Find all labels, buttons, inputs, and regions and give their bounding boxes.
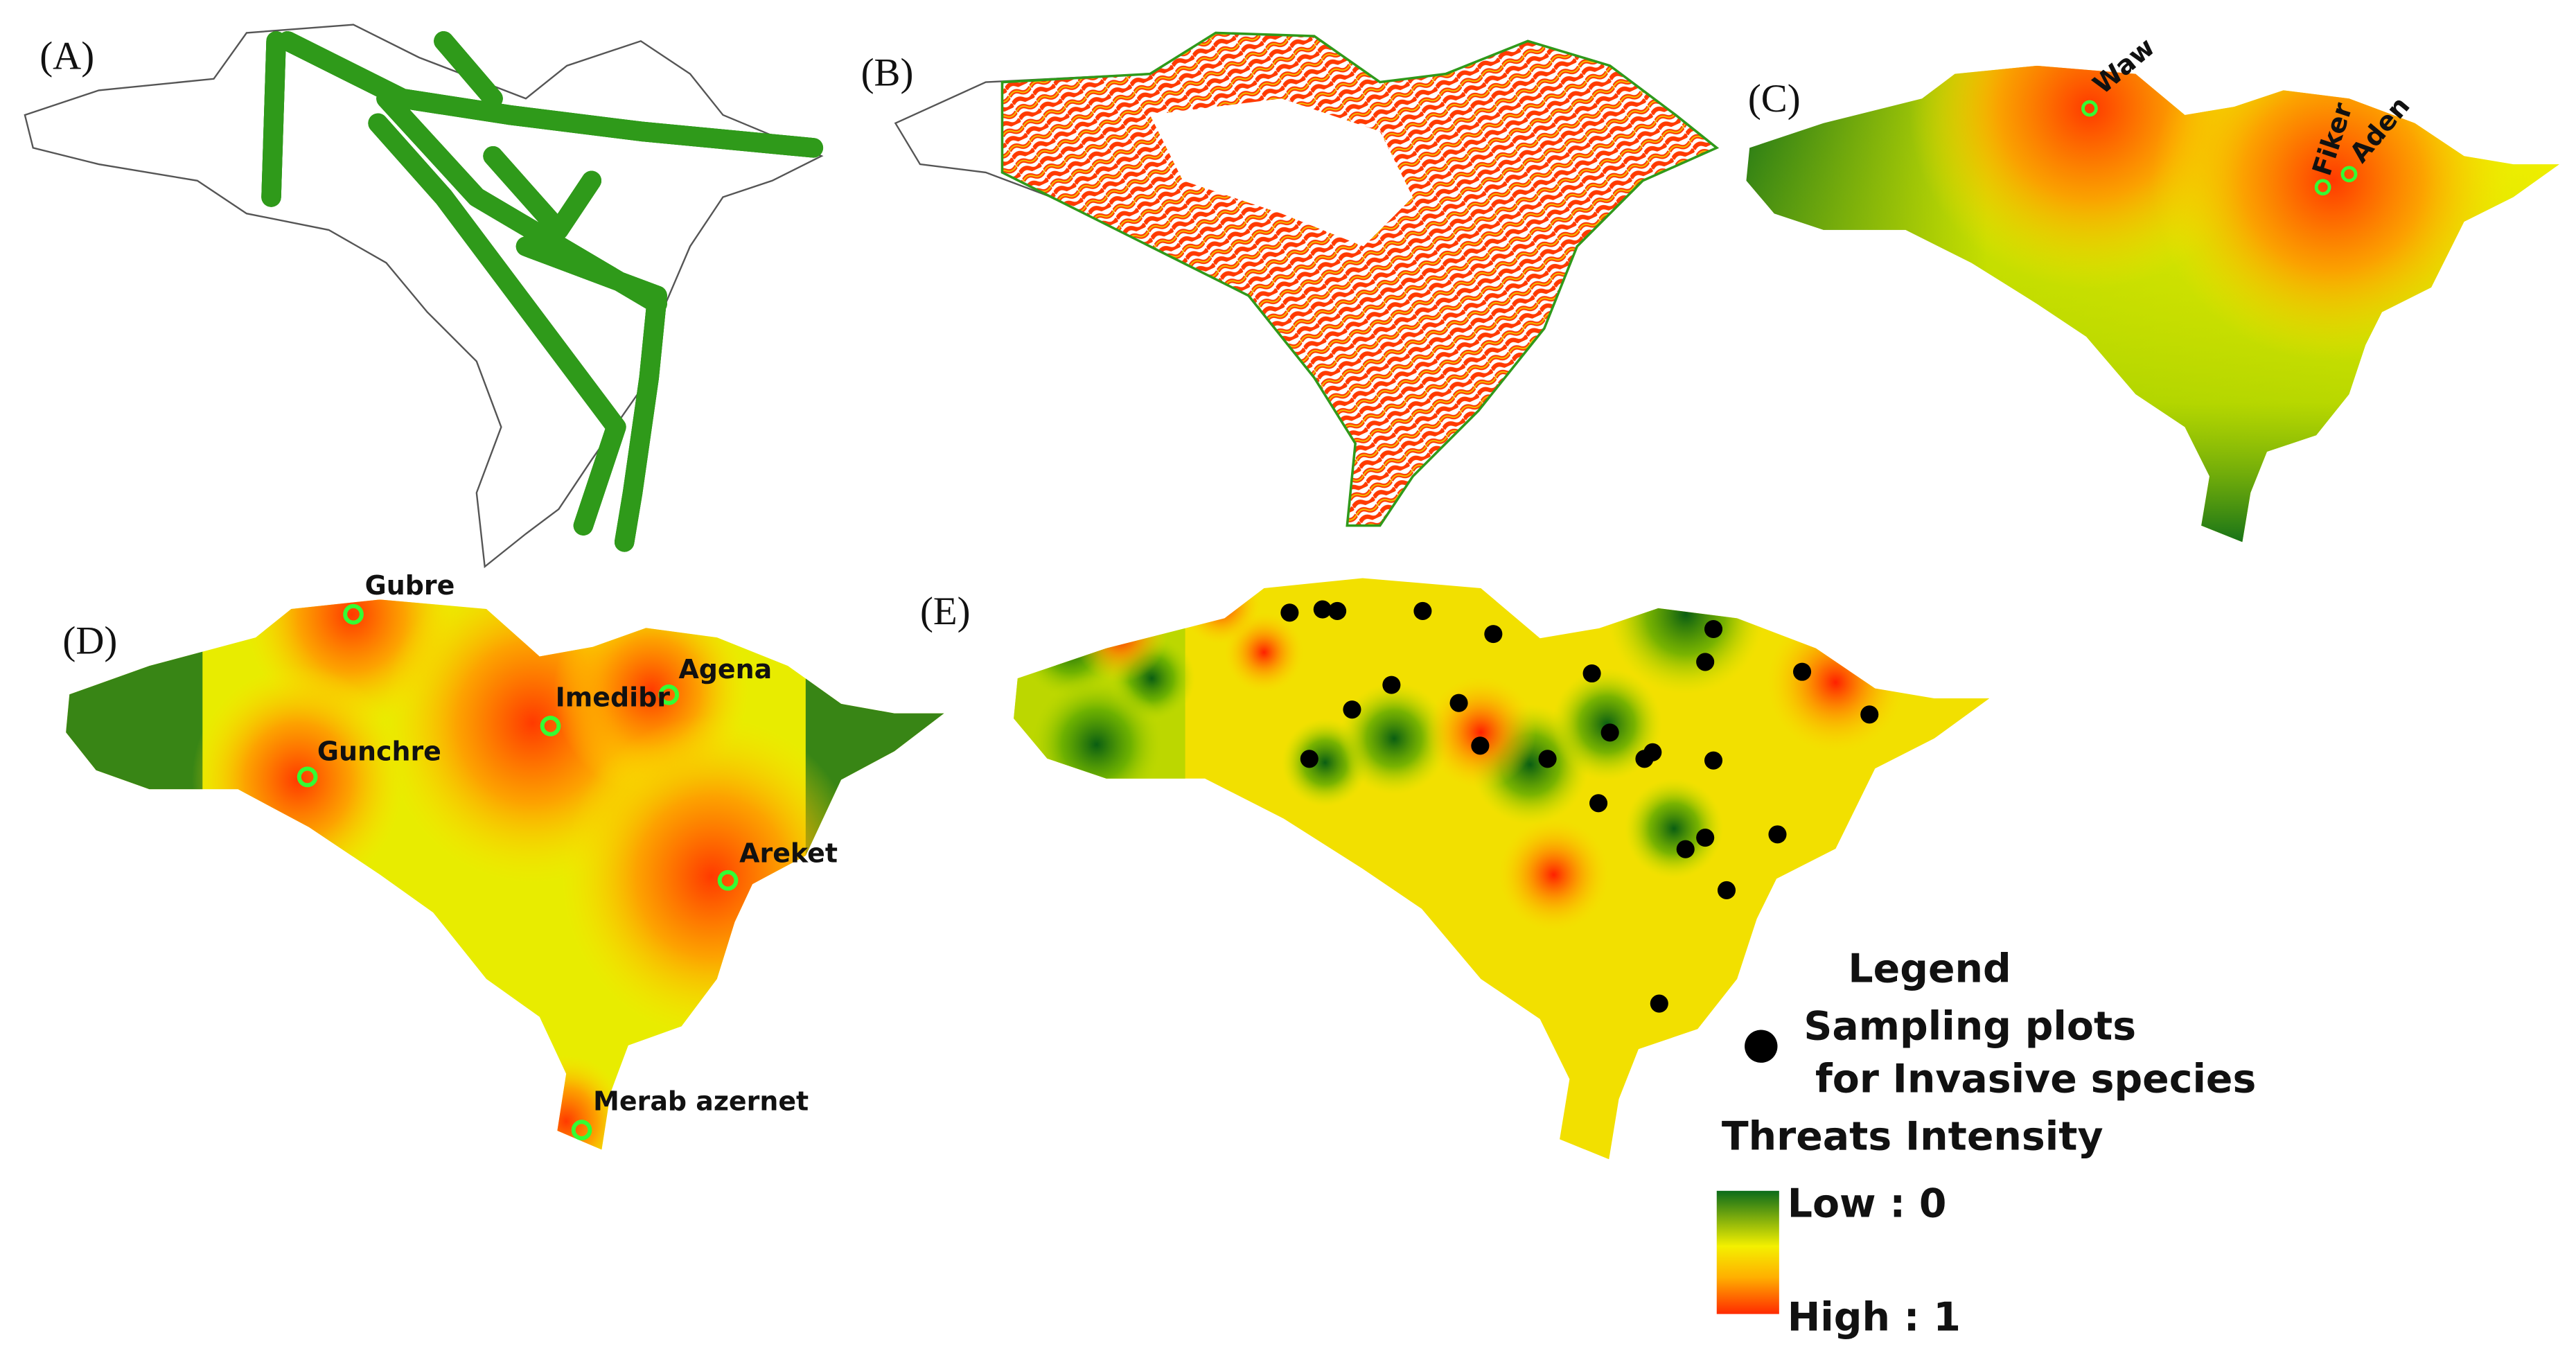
- legend: Legend Sampling plots for Invasive speci…: [1716, 946, 2256, 1340]
- panel-label: (A): [39, 35, 94, 78]
- ramp-label: Low : 0: [1788, 1181, 1947, 1227]
- sampling-plot: [1696, 829, 1715, 847]
- sampling-plot: [1717, 881, 1736, 899]
- site-marker: [2340, 166, 2358, 183]
- site-marker: [717, 869, 739, 891]
- panel-a: [24, 24, 824, 569]
- place-label: Agena: [678, 654, 772, 685]
- site-marker: [2314, 179, 2331, 196]
- sampling-plot: [1650, 994, 1668, 1013]
- sampling-plot: [1704, 619, 1723, 639]
- intensity-spot: [1339, 682, 1449, 795]
- intensity-spot: [1181, 578, 1260, 644]
- legend-item: Sampling plots: [1803, 1004, 2136, 1050]
- blank-area: [1149, 98, 1413, 247]
- sampling-plot: [1471, 736, 1490, 755]
- sampling-plot: [1280, 603, 1299, 622]
- site-marker: [343, 603, 364, 625]
- sampling-plot: [1449, 694, 1468, 712]
- sampling-plot: [1600, 723, 1619, 742]
- place-label: Imedibr: [556, 682, 671, 712]
- panel-label: (B): [861, 51, 914, 94]
- sampling-plot: [1793, 662, 1812, 681]
- intensity-spot: [1425, 676, 1536, 789]
- sampling-plot: [1538, 750, 1557, 768]
- legend-title: Legend: [1848, 946, 2011, 992]
- sampling-plot: [1484, 625, 1503, 644]
- sampling-plot: [1643, 743, 1662, 761]
- sampling-plot: [1768, 825, 1787, 844]
- river-network: [1000, 31, 1720, 527]
- place-label: Gubre: [365, 570, 455, 601]
- sampling-plot: [1382, 675, 1401, 694]
- sampling-plot: [1413, 601, 1432, 620]
- site-marker: [2081, 100, 2098, 117]
- legend-item: for Invasive species: [1815, 1057, 2256, 1102]
- place-label: Gunchre: [317, 736, 441, 767]
- sampling-plot: [1313, 600, 1332, 619]
- place-label: Areket: [739, 838, 838, 869]
- intensity-spot: [1073, 586, 1167, 682]
- intensity-spot: [1498, 818, 1609, 931]
- sampling-plot: [1582, 664, 1601, 683]
- place-label: Merab azernet: [593, 1086, 809, 1117]
- panel-label: (C): [1748, 77, 1801, 121]
- sampling-plot: [1860, 705, 1879, 724]
- sampling-plot: [1676, 840, 1695, 858]
- intensity-spot: [1027, 674, 1166, 815]
- legend-subtitle: Threats Intensity: [1722, 1114, 2103, 1160]
- legend-symbol: [1745, 1030, 1778, 1063]
- sampling-plot: [1343, 700, 1361, 719]
- panel-b: [894, 31, 1720, 527]
- site-marker: [297, 766, 318, 788]
- intensity-spot: [1625, 778, 1724, 879]
- panel-label: (D): [62, 619, 117, 663]
- panel-d-labels: Gubre Imedibr Agena Gunchre Areket Merab…: [297, 570, 838, 1140]
- sampling-plot: [1589, 794, 1608, 813]
- color-ramp: [1716, 1190, 1779, 1314]
- sampling-plot: [1696, 653, 1715, 671]
- site-marker: [571, 1120, 592, 1140]
- stream-buffers: [261, 31, 824, 542]
- site-marker: [658, 685, 680, 705]
- sampling-plot: [1300, 750, 1318, 768]
- panel-label: (E): [920, 590, 971, 633]
- sampling-plots: [1280, 600, 1879, 1013]
- ramp-label: High : 1: [1788, 1294, 1961, 1340]
- site-marker: [540, 716, 561, 736]
- sampling-plot: [1704, 751, 1723, 770]
- panel-c: Waw Fiker Aden: [1746, 32, 2559, 542]
- sampling-plot: [1328, 601, 1347, 620]
